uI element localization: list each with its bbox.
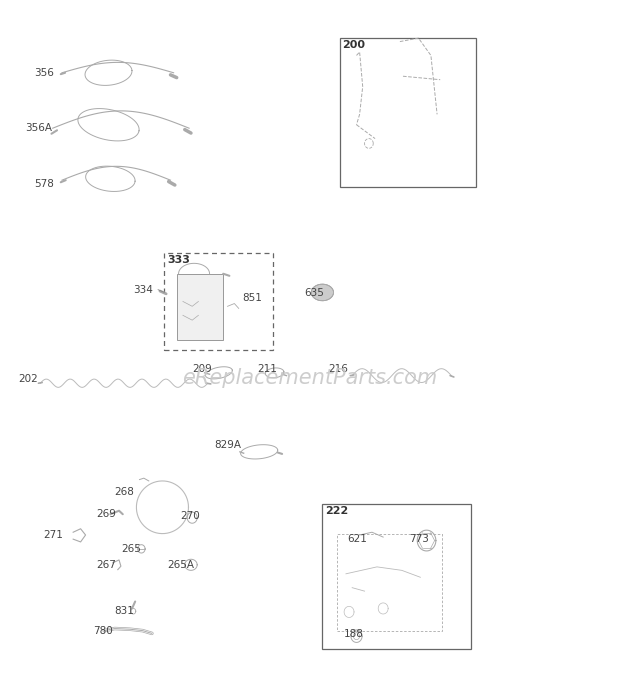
Text: 773: 773 <box>409 534 429 544</box>
Text: 209: 209 <box>192 364 212 374</box>
Text: 268: 268 <box>115 487 135 497</box>
Text: 271: 271 <box>43 530 63 540</box>
Text: 851: 851 <box>242 293 262 303</box>
Text: 831: 831 <box>115 606 135 616</box>
Bar <box>322 504 471 649</box>
Text: 222: 222 <box>325 506 348 516</box>
Text: 202: 202 <box>19 374 38 384</box>
Text: 200: 200 <box>342 40 365 50</box>
Text: 334: 334 <box>133 285 153 295</box>
Text: 265A: 265A <box>167 560 195 570</box>
Text: 333: 333 <box>167 255 190 265</box>
Text: 265: 265 <box>121 544 141 554</box>
Text: 188: 188 <box>344 629 364 639</box>
Bar <box>340 38 476 187</box>
Text: 780: 780 <box>93 626 113 635</box>
Text: 578: 578 <box>34 179 54 188</box>
Text: 356: 356 <box>34 68 54 78</box>
Text: 270: 270 <box>180 511 200 521</box>
Text: 269: 269 <box>96 509 116 519</box>
Bar <box>337 534 442 631</box>
Text: 267: 267 <box>96 560 116 570</box>
Text: 829A: 829A <box>214 440 241 450</box>
Text: eReplacementParts.com: eReplacementParts.com <box>182 368 438 387</box>
Text: 216: 216 <box>329 364 348 374</box>
Bar <box>164 253 273 350</box>
Bar <box>177 274 223 340</box>
Text: 621: 621 <box>347 534 367 544</box>
Text: 635: 635 <box>304 288 324 298</box>
Text: 356A: 356A <box>25 123 52 133</box>
Text: 211: 211 <box>257 364 277 374</box>
Polygon shape <box>311 284 334 301</box>
